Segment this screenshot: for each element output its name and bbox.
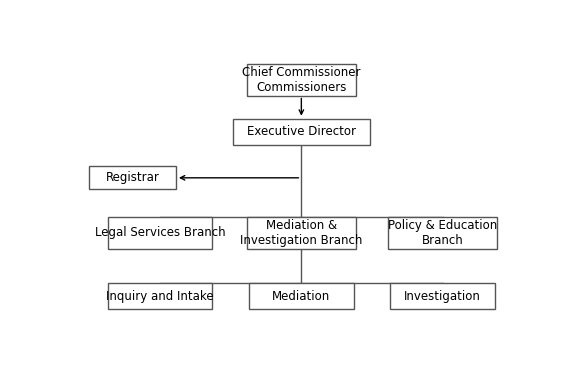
FancyBboxPatch shape: [388, 217, 497, 249]
FancyBboxPatch shape: [390, 283, 495, 309]
Text: Policy & Education
Branch: Policy & Education Branch: [388, 219, 497, 247]
Text: Chief Commissioner
Commissioners: Chief Commissioner Commissioners: [242, 66, 360, 94]
Text: Investigation: Investigation: [404, 290, 481, 303]
FancyBboxPatch shape: [108, 283, 212, 309]
Text: Mediation &
Investigation Branch: Mediation & Investigation Branch: [240, 219, 363, 247]
Text: Inquiry and Intake: Inquiry and Intake: [106, 290, 214, 303]
Text: Mediation: Mediation: [272, 290, 330, 303]
FancyBboxPatch shape: [249, 283, 354, 309]
FancyBboxPatch shape: [89, 166, 176, 189]
FancyBboxPatch shape: [108, 217, 212, 249]
Text: Executive Director: Executive Director: [247, 125, 356, 138]
FancyBboxPatch shape: [247, 217, 356, 249]
FancyBboxPatch shape: [233, 118, 370, 145]
Text: Legal Services Branch: Legal Services Branch: [95, 226, 225, 239]
Text: Registrar: Registrar: [106, 171, 160, 184]
FancyBboxPatch shape: [247, 64, 356, 96]
